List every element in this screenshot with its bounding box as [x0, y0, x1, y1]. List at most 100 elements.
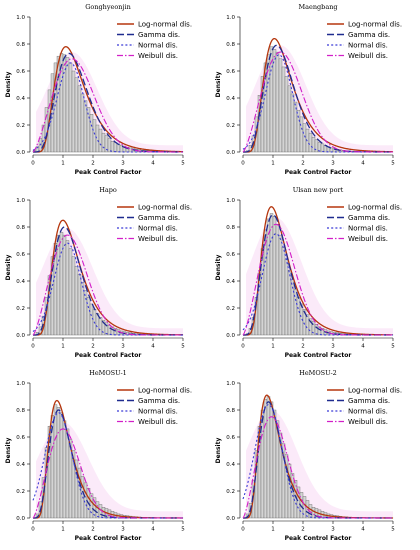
histogram-bar [314, 139, 319, 153]
histogram-bar [65, 240, 70, 336]
y-tick-label: 0.4 [16, 279, 25, 285]
chart-title: Hapo [99, 186, 117, 194]
x-tick-label: 5 [391, 344, 395, 350]
histogram-bar [272, 409, 277, 519]
y-tick-label: 0.0 [16, 516, 25, 522]
y-axis-label: Density [5, 255, 12, 281]
y-tick-label: 0.6 [16, 252, 25, 258]
legend-entry-label: Log-normal dis. [138, 21, 192, 29]
chart-legend: Log-normal dis. Gamma dis. Normal dis. Weib… [113, 383, 192, 429]
y-tick-label: 0.6 [226, 435, 235, 441]
x-axis-label: Peak Control Factor [75, 352, 142, 359]
y-tick-label: 1.0 [16, 198, 25, 204]
histogram-bar [305, 314, 310, 336]
legend-entry-label: Weibull dis. [138, 418, 178, 426]
histogram-bar [80, 93, 85, 153]
x-tick-label: 1 [61, 344, 65, 350]
legend-entry-label: Log-normal dis. [348, 21, 402, 29]
histogram-bar [83, 290, 88, 336]
histogram-bar [272, 49, 277, 153]
histogram-bar [62, 420, 67, 519]
histogram-bar [281, 66, 286, 153]
histogram-bar [68, 62, 73, 153]
chart-legend: Log-normal dis. Gamma dis. Normal dis. Weib… [113, 200, 192, 246]
chart-panel: Hapo 0 1 2 3 4 5 0.0 0.2 0.4 0.6 0.8 1.0 Peak Control… [5, 186, 192, 359]
y-axis-label: Density [215, 255, 222, 281]
y-tick-label: 0.2 [226, 306, 235, 312]
histogram-bar [113, 142, 118, 153]
legend-entry-label: Normal dis. [348, 408, 388, 416]
x-tick-label: 2 [301, 527, 305, 533]
histogram-bar [284, 259, 289, 336]
histogram-bar [71, 70, 76, 153]
legend-entry-label: Normal dis. [348, 225, 388, 233]
legend-entry-label: Gamma dis. [138, 214, 180, 222]
legend-entry-label: Normal dis. [138, 225, 178, 233]
series-line [33, 219, 183, 336]
histogram-bar [98, 317, 103, 336]
y-tick-label: 1.0 [226, 15, 235, 21]
series-line [242, 51, 393, 153]
x-tick-label: 3 [331, 527, 335, 533]
histogram-bar [311, 507, 316, 519]
y-tick-label: 0.0 [226, 150, 235, 156]
y-axis-label: Density [5, 438, 12, 464]
series-line [32, 428, 183, 519]
series-line [242, 223, 393, 336]
histogram-bar [83, 100, 88, 153]
legend-entry-label: Weibull dis. [348, 52, 388, 60]
histogram-bar [320, 143, 325, 153]
histogram-bar [287, 85, 292, 153]
x-tick-label: 1 [61, 161, 65, 167]
x-tick-label: 5 [181, 161, 185, 167]
y-tick-label: 0.2 [16, 489, 25, 495]
y-tick-label: 1.0 [16, 381, 25, 387]
x-tick-label: 0 [31, 344, 35, 350]
chart-legend: Log-normal dis. Gamma dis. Normal dis. Weib… [113, 17, 192, 63]
legend-entry-label: Gamma dis. [138, 397, 180, 405]
series-line [33, 409, 183, 519]
legend-entry-label: Log-normal dis. [138, 387, 192, 395]
legend-entry-label: Weibull dis. [138, 235, 178, 243]
histogram-bar [56, 407, 61, 519]
histogram-bar [77, 85, 82, 153]
x-tick-label: 0 [31, 527, 35, 533]
y-tick-label: 0.0 [226, 516, 235, 522]
x-tick-label: 2 [91, 344, 95, 350]
y-tick-label: 0.4 [226, 462, 235, 468]
histogram-bar [74, 265, 79, 336]
histogram-bar [116, 143, 121, 153]
legend-entry-label: Weibull dis. [348, 418, 388, 426]
x-tick-label: 2 [301, 344, 305, 350]
y-axis-label: Density [215, 438, 222, 464]
series-line [242, 416, 393, 519]
series-line [33, 226, 183, 336]
histogram-bar [260, 248, 265, 336]
x-tick-label: 4 [151, 344, 155, 350]
y-tick-label: 0.8 [226, 408, 235, 414]
series-line [242, 54, 393, 153]
legend-entry-label: Normal dis. [138, 408, 178, 416]
chart-panel: HeMOSU-2 0 1 2 3 4 5 0.0 0.2 0.4 0.6 0.8 1.0 Peak Con… [215, 369, 402, 542]
y-tick-label: 0.8 [16, 225, 25, 231]
x-axis-label: Peak Control Factor [75, 535, 142, 542]
histogram-bar [53, 404, 58, 519]
x-axis-label: Peak Control Factor [285, 169, 352, 176]
x-tick-label: 5 [391, 161, 395, 167]
x-axis-label: Peak Control Factor [285, 535, 352, 542]
legend-entry-label: Log-normal dis. [348, 387, 402, 395]
histogram-bar [269, 213, 274, 336]
x-tick-label: 1 [271, 527, 275, 533]
histogram-bar [275, 51, 280, 153]
chart-title: Gonghyeonjin [85, 3, 131, 11]
legend-entry-label: Log-normal dis. [138, 204, 192, 212]
histogram-bar [95, 124, 100, 153]
y-tick-label: 0.6 [16, 69, 25, 75]
chart-panel: Maengbang 0 1 2 3 4 5 0.0 0.2 0.4 0.6 0.8 1.0 Peak Co… [215, 3, 402, 176]
histogram-bar [62, 234, 67, 336]
legend-entry-label: Gamma dis. [348, 214, 390, 222]
chart-title: HeMOSU-2 [299, 369, 337, 377]
histogram-bar [293, 101, 298, 153]
series-line [242, 404, 393, 519]
histogram-bar [296, 297, 301, 336]
